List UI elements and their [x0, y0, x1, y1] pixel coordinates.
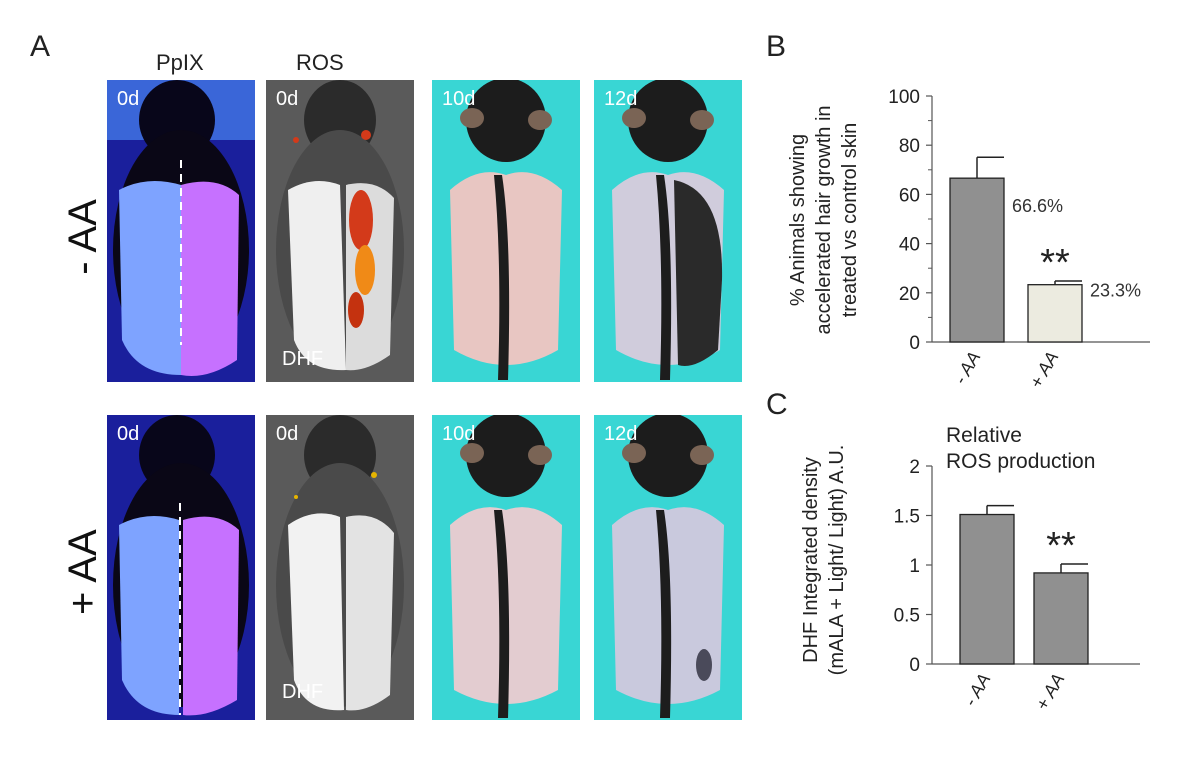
- significance-marker: **: [1046, 525, 1076, 567]
- photo-time-label: 12d: [604, 423, 638, 445]
- photo-ros-minus-aa: 0d DHF: [266, 80, 414, 382]
- y-tick-label: 2: [909, 457, 920, 478]
- y-axis-label-line: accelerated hair growth in: [813, 105, 835, 334]
- panel-b-letter: B: [766, 30, 787, 63]
- column-heading-ppix: PpIX: [156, 50, 204, 75]
- y-axis-label-line: (mALA + Light/ Light) A.U.: [826, 445, 848, 676]
- bar-plus-aa: [1027, 284, 1083, 343]
- y-axis-label-line: treated vs control skin: [839, 123, 861, 318]
- y-tick-label: 60: [899, 185, 920, 206]
- y-axis-label-line: % Animals showing: [787, 134, 809, 306]
- column-heading-ros: ROS: [296, 50, 344, 75]
- significance-marker: **: [1040, 242, 1070, 284]
- photo-time-label: 0d: [117, 423, 140, 445]
- y-tick-label: 1.5: [894, 507, 920, 528]
- photo-time-label: 10d: [442, 88, 476, 110]
- x-category-label: - AA: [950, 348, 984, 388]
- chart-annotation-line: Relative: [946, 424, 1022, 447]
- row-label-minus-aa: - AA: [61, 199, 105, 275]
- panel-a-letter: A: [30, 30, 51, 63]
- y-tick-label: 20: [899, 284, 920, 305]
- y-tick-label: 1: [909, 556, 920, 577]
- photo-ppix-minus-aa: 0d: [107, 80, 255, 382]
- photo-time-label: 0d: [117, 88, 140, 110]
- row-label-plus-aa: + AA: [61, 529, 105, 615]
- photo-ppix-plus-aa: 0d: [107, 415, 255, 720]
- photo-10d-plus-aa: 10d: [432, 415, 580, 720]
- photo-dhf-label: DHF: [282, 681, 324, 703]
- chart-b: 0 20 40 60 80 100 66.6% - AA 23.3% ** + AA % Animal…: [787, 87, 1150, 392]
- chart-annotation-line: ROS production: [946, 450, 1095, 473]
- photo-10d-minus-aa: 10d: [432, 80, 580, 382]
- photo-time-label: 0d: [276, 88, 299, 110]
- bar-minus-aa: [959, 513, 1015, 665]
- y-tick-label: 0: [909, 333, 920, 354]
- panel-c-letter: C: [766, 388, 788, 421]
- photo-time-label: 12d: [604, 88, 638, 110]
- value-label: 66.6%: [1012, 196, 1063, 216]
- y-tick-label: 0: [909, 655, 920, 676]
- y-tick-label: 100: [888, 87, 920, 108]
- y-axis-label-line: DHF Integrated density: [800, 457, 822, 663]
- value-label: 23.3%: [1090, 281, 1141, 301]
- y-tick-label: 0.5: [894, 606, 920, 627]
- bar-minus-aa: [949, 177, 1005, 343]
- photo-time-label: 0d: [276, 423, 299, 445]
- x-category-label: - AA: [960, 670, 994, 710]
- chart-c: 0 0.5 1 1.5 2 - AA ** + AA DHF Integrated densit…: [800, 424, 1140, 714]
- photo-ros-plus-aa: 0d DHF: [266, 415, 414, 720]
- y-tick-label: 80: [899, 136, 920, 157]
- y-tick-label: 40: [899, 235, 920, 256]
- x-category-label: + AA: [1026, 348, 1063, 392]
- photo-12d-minus-aa: 12d: [594, 80, 742, 382]
- photo-dhf-label: DHF: [282, 348, 324, 370]
- photo-12d-plus-aa: 12d: [594, 415, 742, 720]
- photo-time-label: 10d: [442, 423, 476, 445]
- bar-plus-aa: [1033, 572, 1089, 665]
- x-category-label: + AA: [1032, 670, 1069, 714]
